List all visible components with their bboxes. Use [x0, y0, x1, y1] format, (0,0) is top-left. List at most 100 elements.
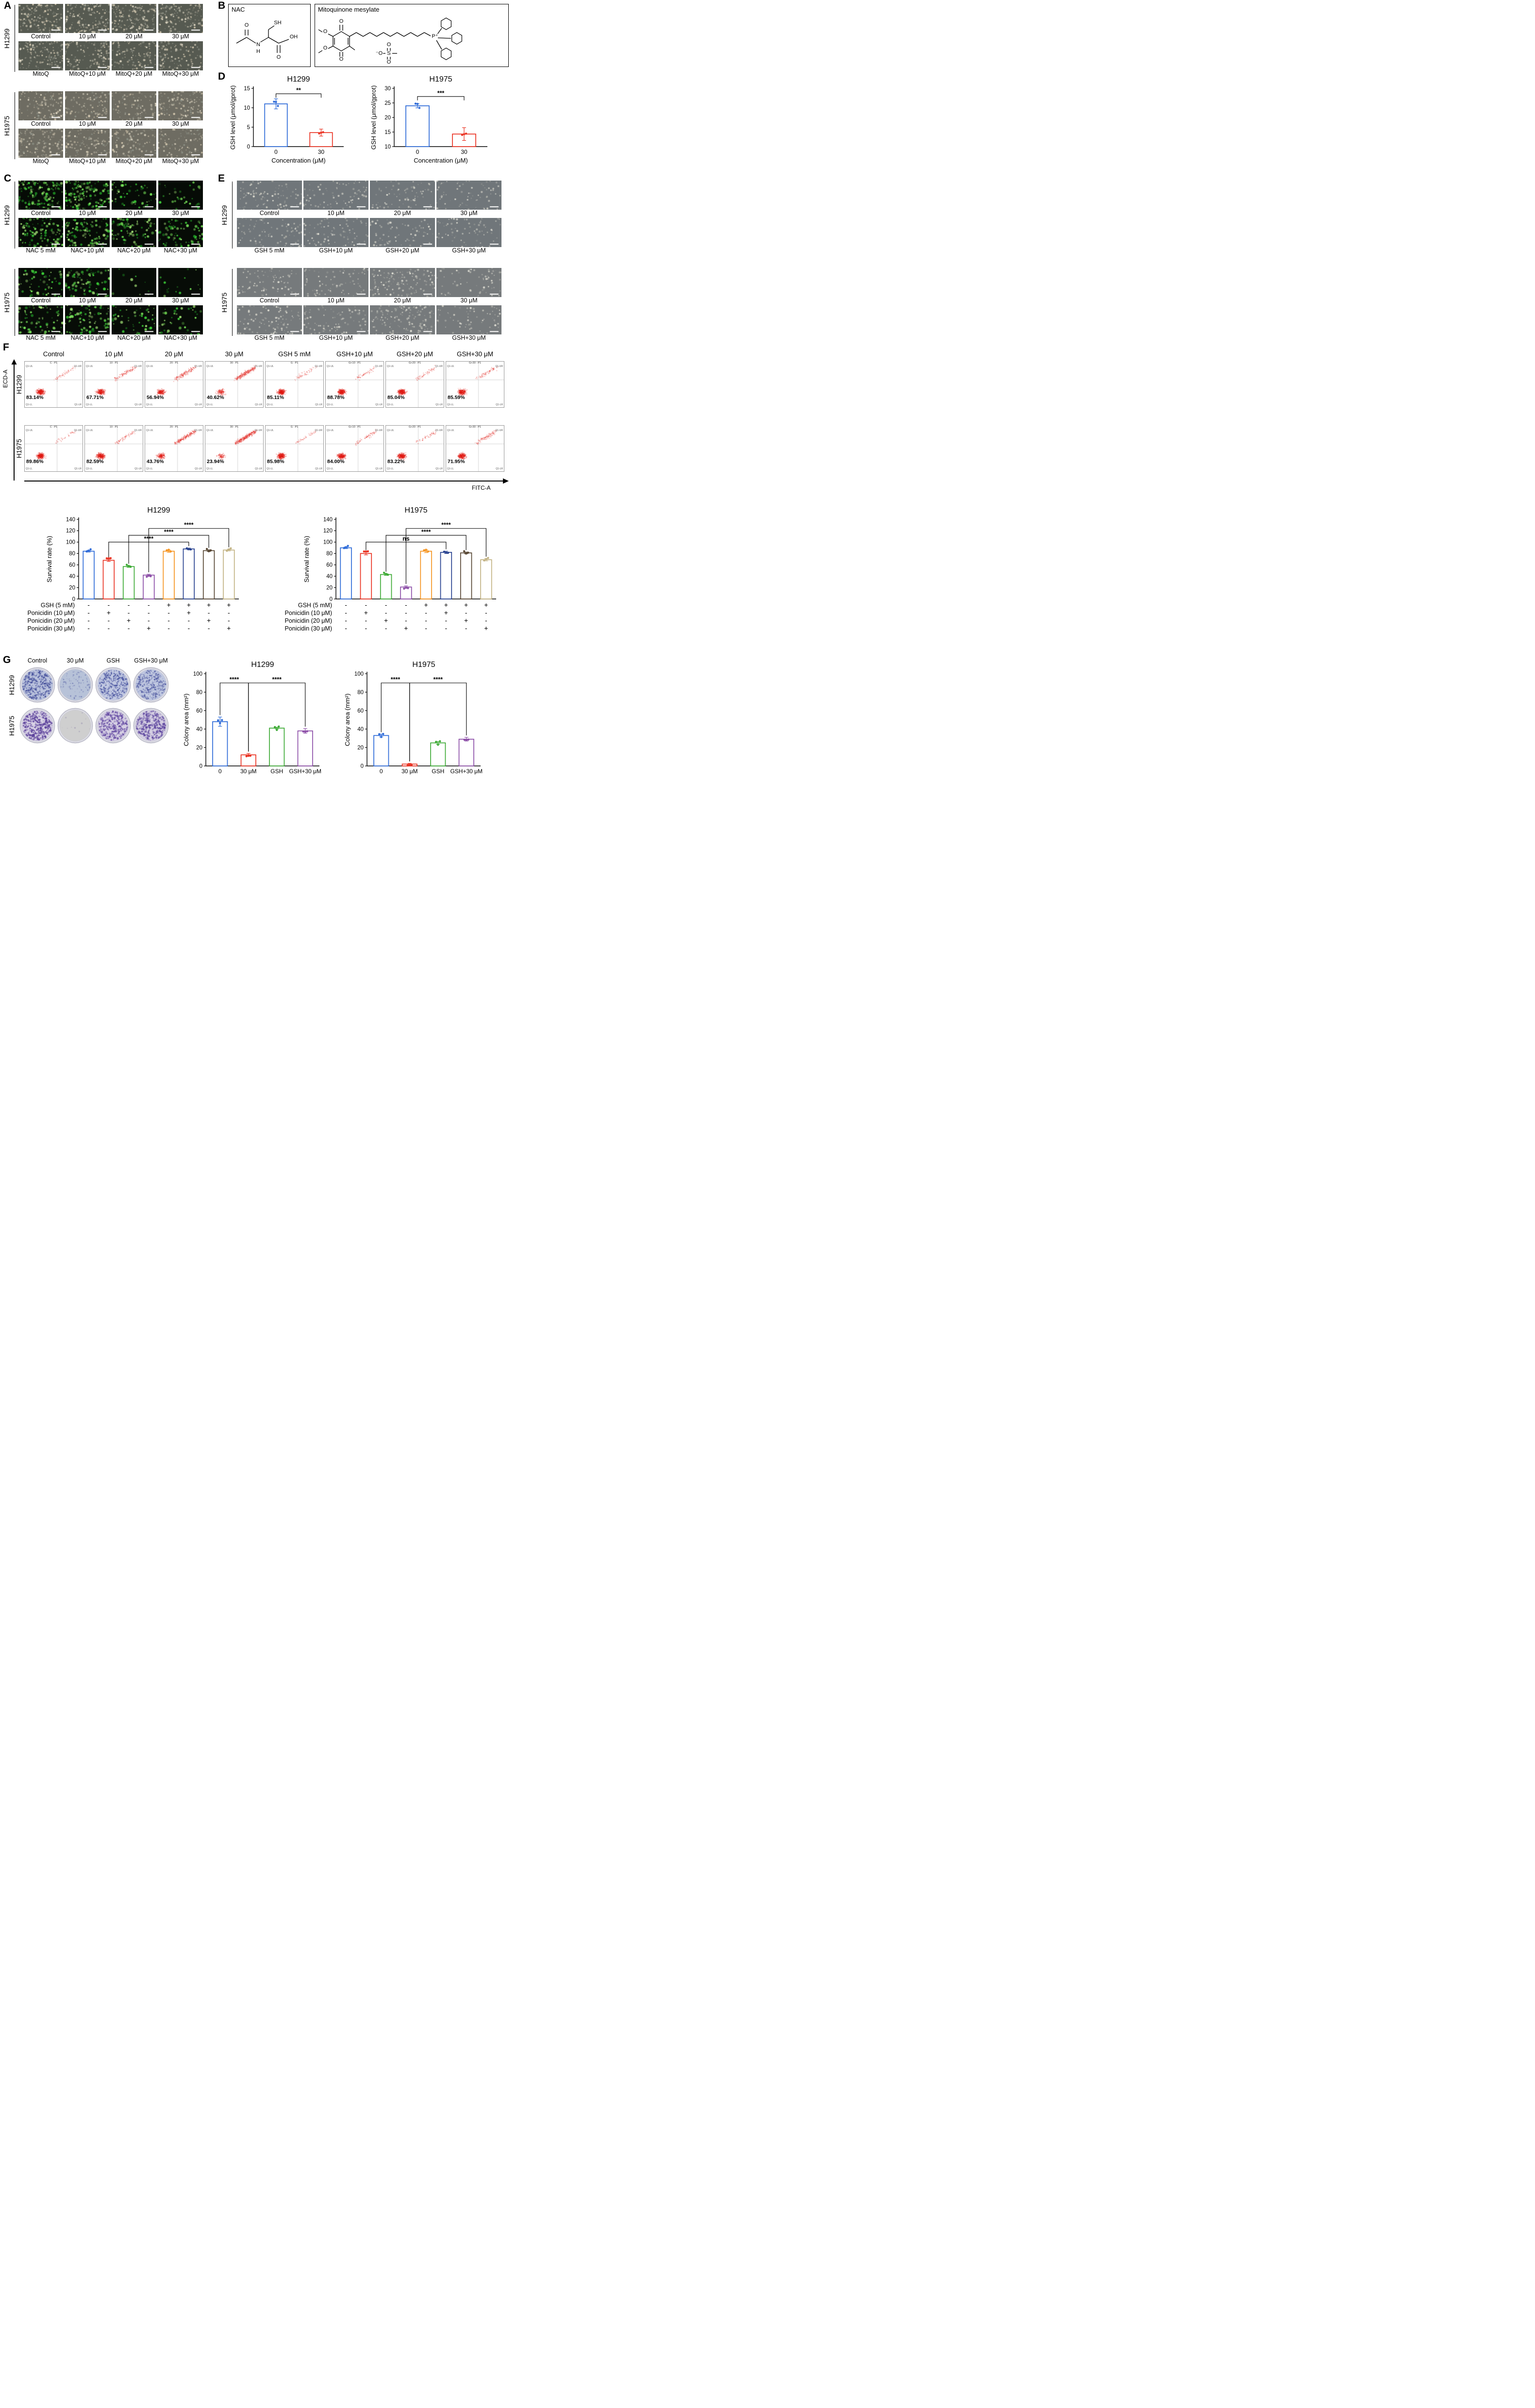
- chart-title: H1975: [412, 661, 435, 669]
- treatment-sign: +: [464, 616, 468, 624]
- quadrant-label: Q1-UL: [26, 429, 33, 432]
- flow-column-header: GSH 5 mM: [278, 350, 311, 358]
- colony-dish: [19, 708, 55, 744]
- condition-label: 30 μM: [172, 297, 189, 304]
- quadrant-label: Q1-LL: [86, 403, 93, 406]
- treatment-sign: -: [87, 609, 90, 616]
- quadrant-label: Q1-LL: [206, 467, 213, 470]
- condition-label: GSH+30 μM: [452, 334, 486, 341]
- atom-label: O: [387, 59, 391, 65]
- quadrant-label: Q1-LL: [387, 403, 394, 406]
- phase-e-micrograph: [303, 268, 368, 297]
- y-tick-label: 60: [357, 708, 364, 714]
- y-tick-label: 40: [326, 574, 333, 580]
- flow-live-percentage: 43.76%: [147, 459, 164, 465]
- colony-h1975-chart: H1975 0 20 40 60 80 100 Colony area (mm²) 0 30 μM…: [344, 661, 483, 775]
- flow-live-percentage: 82.59%: [86, 459, 104, 465]
- flow-plot-header: G+30 : P1: [469, 426, 481, 429]
- fluorescence-micrograph: [112, 268, 156, 297]
- y-tick-label: 15: [244, 86, 250, 92]
- quadrant-label: Q1-LR: [195, 467, 202, 470]
- data-point: [209, 549, 212, 552]
- data-point: [205, 548, 208, 550]
- condition-label: NAC+20 μM: [117, 247, 151, 254]
- quadrant-label: Q1-UR: [315, 429, 322, 432]
- condition-label: GSH+10 μM: [319, 334, 353, 341]
- y-tick-label: 15: [384, 130, 391, 135]
- quadrant-label: Q1-UR: [194, 365, 202, 368]
- flow-plot-header: G : P1: [290, 362, 299, 365]
- data-point: [380, 736, 383, 738]
- survival-h1299-chart: H1299 0 20 40 60 80 100 120 140 Survival rate (%)…: [27, 506, 239, 632]
- condition-label: Control: [31, 120, 51, 127]
- quadrant-label: Q1-LR: [496, 467, 503, 470]
- panel-label-f: F: [3, 342, 9, 353]
- condition-label: 20 μM: [125, 210, 143, 216]
- flow-plot-header: 30 : P1: [230, 426, 239, 429]
- atom-label: O: [245, 22, 249, 28]
- bar: [458, 739, 474, 766]
- condition-label: Control: [31, 297, 51, 304]
- fluorescence-micrograph: [65, 305, 110, 334]
- bar: [143, 574, 155, 599]
- data-point: [485, 558, 487, 560]
- condition-label: NAC+10 μM: [70, 334, 104, 341]
- y-axis-label: Colony area (mm²): [344, 694, 351, 746]
- y-tick-label: 0: [72, 597, 75, 602]
- flow-plot-header: 20 : P1: [169, 362, 179, 365]
- x-tick-label: 0: [416, 149, 419, 155]
- phase-e-micrograph: [370, 181, 435, 210]
- data-point: [129, 565, 132, 568]
- colony-dish: [95, 667, 131, 703]
- flow-scatter: [386, 362, 444, 407]
- fluorescence-micrograph: [158, 305, 203, 334]
- data-point: [187, 548, 190, 550]
- condition-label: 20 μM: [394, 210, 411, 216]
- data-point: [230, 547, 232, 549]
- atom-label: SH: [274, 20, 281, 26]
- y-axis-label: Survival rate (%): [46, 536, 53, 582]
- y-tick-label: 60: [196, 708, 202, 714]
- data-point: [427, 550, 429, 553]
- data-point: [221, 719, 223, 721]
- phase-e-micrograph: [436, 305, 501, 334]
- y-tick-label: 20: [69, 585, 75, 591]
- flow-live-percentage: 67.71%: [86, 395, 104, 400]
- x-tick-label: GSH: [270, 768, 283, 775]
- y-axis-label: Survival rate (%): [303, 536, 310, 582]
- quadrant-label: Q1-UL: [86, 365, 93, 368]
- flow-plot: G+20 : P1 Q1-UL Q1-UR Q1-LL Q1-LR 83.22%: [385, 425, 444, 472]
- treatment-sign: -: [485, 609, 487, 616]
- data-point: [219, 722, 221, 725]
- treatment-sign: -: [385, 601, 387, 609]
- x-axis-label: Concentration (μM): [271, 157, 326, 164]
- flow-live-percentage: 85.04%: [387, 395, 405, 400]
- bar: [202, 550, 215, 599]
- treatment-sign: -: [208, 624, 210, 632]
- data-point: [146, 575, 148, 578]
- phase-a-micrograph: [158, 91, 203, 120]
- panel-label-e: E: [218, 173, 225, 184]
- figure-page: A B D C E F G NAC O SH N H O OH Mitoquinone m…: [0, 0, 512, 803]
- flow-plot: 30 : P1 Q1-UL Q1-UR Q1-LL Q1-LR 23.94%: [205, 425, 264, 472]
- flow-plot: G : P1 Q1-UL Q1-UR Q1-LL Q1-LR 85.11%: [265, 361, 324, 408]
- treatment-sign: -: [445, 616, 448, 624]
- quadrant-label: Q1-LL: [387, 467, 394, 470]
- fitc-axis-arrow: [24, 478, 509, 484]
- cell-line-label: H1975: [220, 292, 228, 313]
- treatment-sign: +: [187, 601, 191, 609]
- bar: [102, 560, 115, 599]
- data-point: [302, 730, 304, 733]
- quadrant-label: Q1-LR: [74, 403, 82, 406]
- flow-plot: G+30 : P1 Q1-UL Q1-UR Q1-LL Q1-LR 71.95%: [446, 425, 504, 472]
- treatment-sign: -: [148, 609, 150, 616]
- y-axis-label: GSH level (μmol/gprot): [229, 85, 236, 149]
- phase-e-micrograph: [436, 268, 501, 297]
- data-point: [318, 132, 320, 135]
- phase-e-micrograph: [370, 218, 435, 247]
- y-tick-label: 20: [326, 585, 333, 591]
- data-point: [443, 550, 446, 553]
- quadrant-label: Q1-UR: [194, 429, 202, 432]
- fluorescence-micrograph: [18, 218, 63, 247]
- data-point: [273, 100, 275, 103]
